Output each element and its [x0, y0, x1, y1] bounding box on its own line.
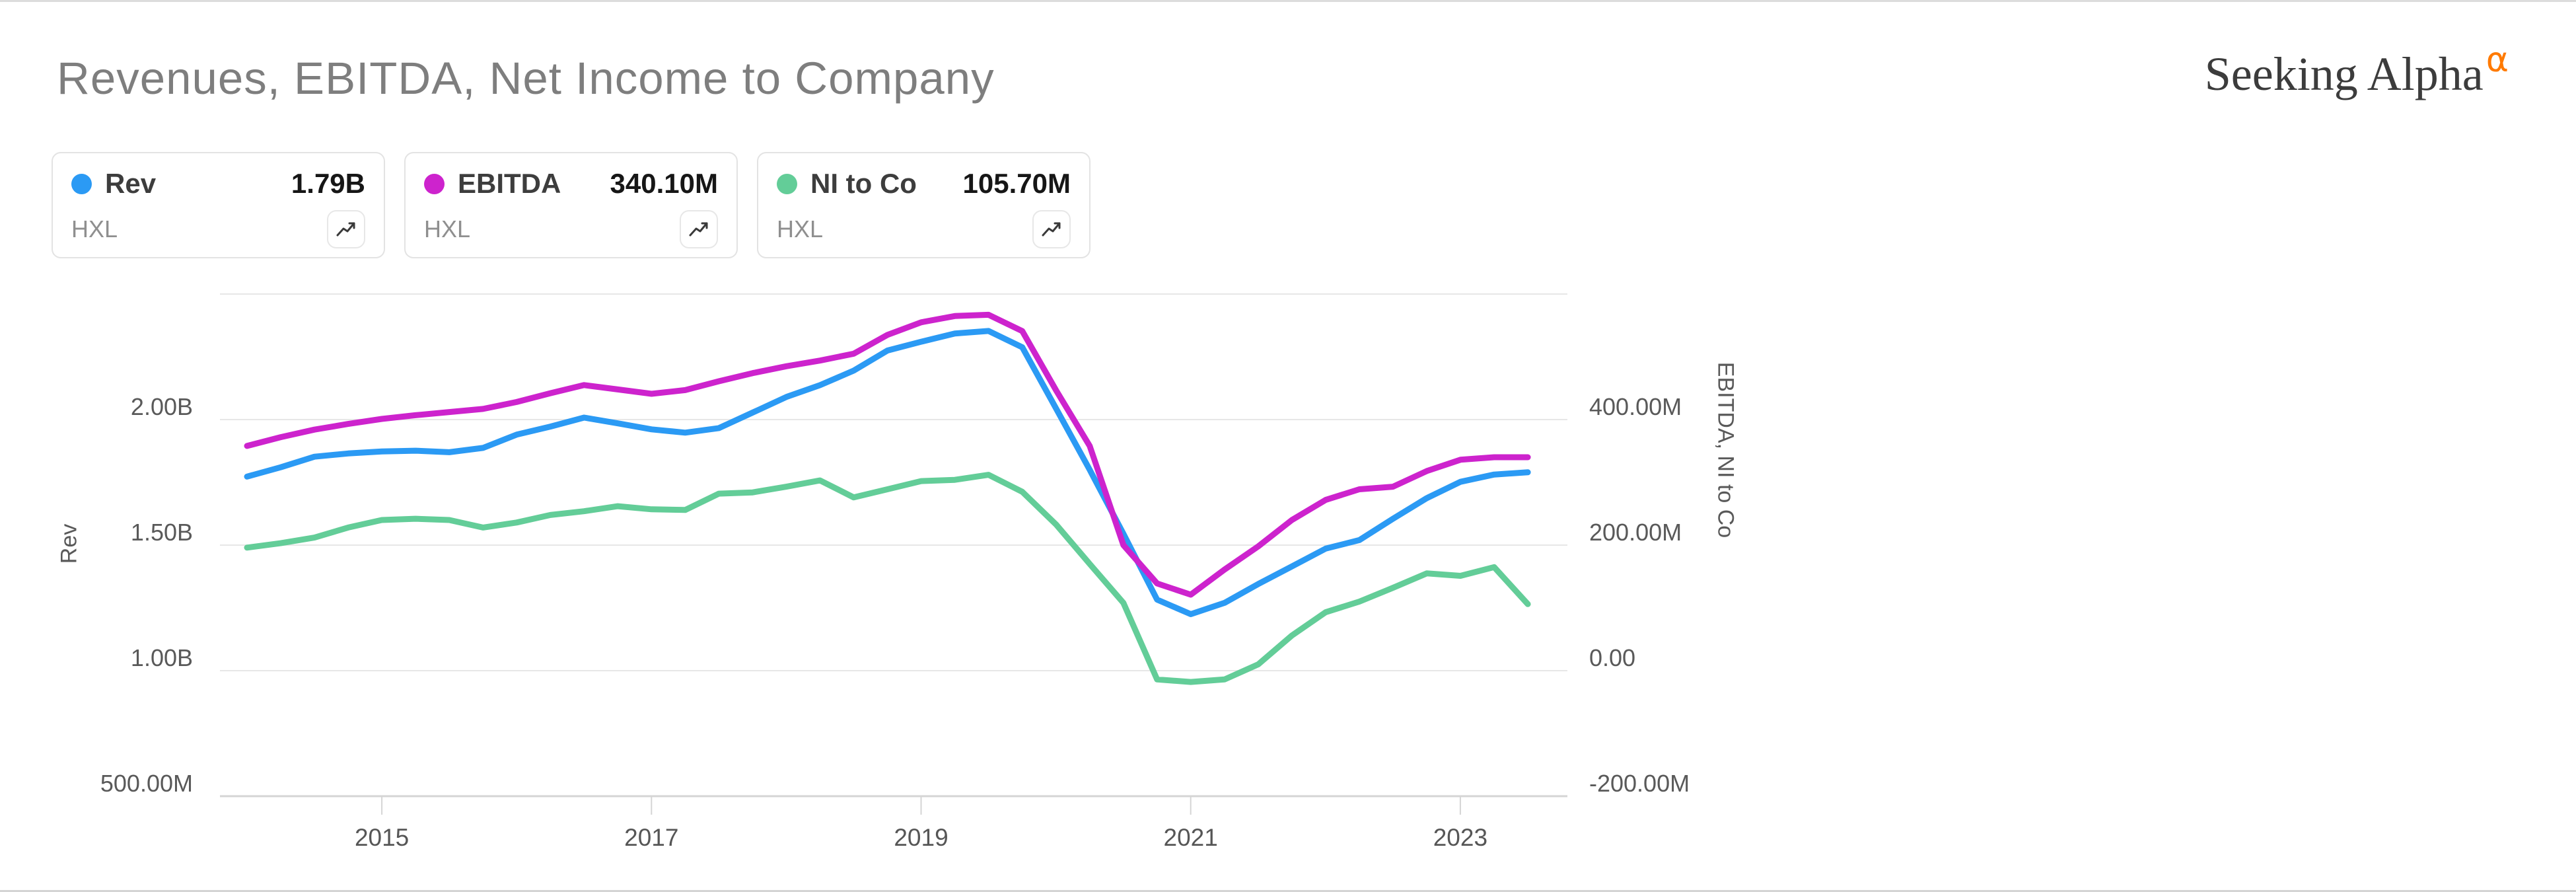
legend-card-rev-label: Rev: [105, 168, 157, 199]
trend-up-icon: [336, 222, 355, 237]
x-axis-label: 2023: [1433, 824, 1488, 851]
legend-card-rev-value: 1.79B: [291, 168, 365, 199]
legend-card-ebitda-value: 340.10M: [610, 168, 718, 199]
legend-card-ni-label: NI to Co: [810, 168, 917, 199]
legend-card-ebitda-label: EBITDA: [458, 168, 561, 199]
right-axis-label: 400.00M: [1589, 393, 1682, 420]
seeking-alpha-logo: Seeking Alphaα: [2205, 40, 2509, 102]
x-axis-label: 2017: [624, 824, 679, 851]
series-line-ni-to-co: [244, 472, 1531, 685]
left-axis-label: 1.50B: [130, 519, 193, 546]
seeking-alpha-wordmark: Seeking Alpha: [2204, 48, 2484, 100]
x-axis-label: 2021: [1163, 824, 1218, 851]
x-axis-label: 2019: [894, 824, 948, 851]
series-line-rev: [244, 328, 1531, 617]
right-axis-label: 0.00: [1589, 644, 1636, 671]
legend-card-ni-value: 105.70M: [962, 168, 1071, 199]
legend-card-ebitda-row2: HXL: [424, 210, 718, 248]
trend-up-icon: [1042, 222, 1061, 237]
legend-card-rev[interactable]: Rev 1.79B HXL: [52, 152, 385, 258]
legend-card-rev-ticker: HXL: [71, 215, 118, 242]
series-line-ebitda: [244, 311, 1531, 598]
ni-series-dot-icon: [777, 173, 797, 194]
legend-card-ni-to-co[interactable]: NI to Co 105.70M HXL: [757, 152, 1091, 258]
left-axis-label: 2.00B: [130, 393, 193, 420]
left-axis-label: 1.00B: [130, 644, 193, 671]
left-axis-label: 500.00M: [100, 770, 193, 797]
page-title: Revenues, EBITDA, Net Income to Company: [57, 53, 995, 104]
right-axis-title: EBITDA, NI to Co: [1713, 361, 1738, 539]
legend-card-ni-row: NI to Co 105.70M: [777, 167, 1071, 201]
rev-series-dot-icon: [71, 173, 92, 194]
legend-card-ebitda-row: EBITDA 340.10M: [424, 167, 718, 201]
legend-card-rev-row2: HXL: [71, 210, 365, 248]
sparkline-button[interactable]: [1032, 210, 1071, 248]
legend-card-rev-row: Rev 1.79B: [71, 167, 365, 201]
legend-card-ebitda-ticker: HXL: [424, 215, 471, 242]
right-axis-label: 200.00M: [1589, 519, 1682, 546]
sparkline-button[interactable]: [327, 210, 365, 248]
gridlines: [220, 293, 1567, 815]
ebitda-series-dot-icon: [424, 173, 445, 194]
legend-card-ni-ticker: HXL: [777, 215, 824, 242]
alpha-icon: α: [2486, 40, 2509, 80]
trend-up-icon: [689, 222, 708, 237]
left-axis-title: Rev: [56, 523, 82, 564]
sparkline-button[interactable]: [680, 210, 718, 248]
x-axis-label: 2015: [354, 824, 410, 851]
legend-card-ebitda[interactable]: EBITDA 340.10M HXL: [404, 152, 738, 258]
legend-card-ni-row2: HXL: [777, 210, 1071, 248]
series-lines: [244, 311, 1531, 685]
right-axis-label: -200.00M: [1589, 770, 1690, 797]
